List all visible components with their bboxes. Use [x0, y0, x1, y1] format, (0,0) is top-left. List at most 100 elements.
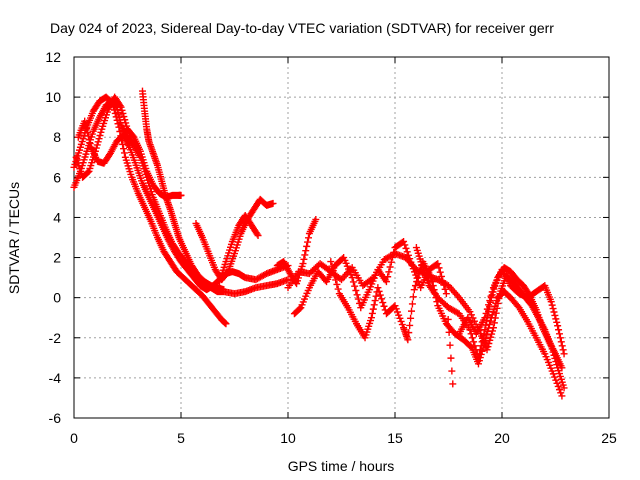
data-point — [485, 301, 493, 309]
data-point — [299, 260, 307, 268]
data-point — [555, 330, 563, 338]
data-point — [222, 320, 230, 328]
data-point — [548, 301, 556, 309]
data-point — [559, 346, 567, 354]
data-point — [478, 338, 486, 346]
data-point — [467, 311, 475, 319]
data-point — [97, 128, 105, 136]
data-point — [439, 277, 447, 285]
data-point — [312, 215, 320, 223]
data-point — [93, 141, 101, 149]
data-point — [479, 334, 487, 342]
data-point — [552, 376, 560, 384]
data-point — [436, 268, 444, 276]
series-track-11 — [327, 258, 566, 400]
data-point — [367, 314, 375, 322]
data-point — [386, 263, 394, 271]
data-point — [369, 305, 377, 313]
data-point — [254, 231, 262, 239]
data-point — [554, 382, 562, 390]
data-point — [557, 389, 565, 397]
data-point — [329, 267, 337, 275]
y-tick-label: 10 — [45, 89, 61, 105]
x-tick-label: 5 — [177, 430, 185, 446]
x-tick-label: 15 — [387, 430, 403, 446]
data-point — [409, 293, 417, 301]
series-track-5 — [138, 87, 228, 294]
data-point — [370, 301, 378, 309]
data-point — [411, 268, 419, 276]
data-point — [448, 367, 456, 375]
data-point — [119, 109, 127, 117]
series-track-7 — [216, 211, 262, 286]
data-point — [454, 309, 462, 317]
data-point — [95, 135, 103, 143]
x-tick-label: 0 — [70, 430, 78, 446]
data-point — [296, 305, 304, 313]
data-point — [488, 330, 496, 338]
data-point — [557, 338, 565, 346]
data-point — [378, 295, 386, 303]
data-point — [269, 199, 277, 207]
data-point — [379, 299, 387, 307]
data-point — [408, 262, 416, 270]
data-point — [558, 392, 566, 400]
data-point — [120, 149, 128, 157]
data-point — [348, 274, 356, 282]
data-point — [395, 311, 403, 319]
data-marks — [70, 87, 568, 400]
data-point — [304, 238, 312, 246]
data-point — [385, 268, 393, 276]
data-point — [334, 285, 342, 293]
data-point — [558, 364, 566, 372]
data-point — [376, 291, 384, 299]
data-point — [352, 287, 360, 295]
data-point — [471, 342, 479, 350]
data-point — [558, 342, 566, 350]
data-point — [391, 302, 399, 310]
data-point — [449, 380, 457, 388]
data-point — [398, 321, 406, 329]
data-point — [442, 290, 450, 298]
data-point — [253, 230, 261, 238]
data-point — [560, 384, 568, 392]
data-point — [481, 314, 489, 322]
data-point — [120, 145, 128, 153]
data-point — [118, 106, 126, 114]
data-point — [408, 300, 416, 308]
series-track-13 — [455, 266, 568, 358]
data-point — [408, 307, 416, 315]
data-point — [354, 295, 362, 303]
data-point — [390, 248, 398, 256]
data-point — [384, 273, 392, 281]
y-tick-label: -6 — [49, 410, 62, 426]
data-point — [82, 121, 90, 129]
data-point — [466, 308, 474, 316]
data-point — [328, 262, 336, 270]
data-point — [86, 140, 94, 148]
x-axis-label: GPS time / hours — [288, 458, 395, 474]
data-point — [380, 302, 388, 310]
data-point — [396, 314, 404, 322]
data-point — [486, 297, 494, 305]
data-point — [556, 334, 564, 342]
data-point — [302, 247, 310, 255]
data-point — [492, 309, 500, 317]
data-point — [554, 322, 562, 330]
data-point — [414, 274, 422, 282]
data-point — [121, 116, 129, 124]
data-point — [94, 138, 102, 146]
data-point — [415, 270, 423, 278]
data-point — [549, 305, 557, 313]
data-point — [116, 102, 124, 110]
y-tick-label: 8 — [53, 129, 61, 145]
data-point — [392, 305, 400, 313]
data-point — [404, 251, 412, 259]
data-point — [486, 336, 494, 344]
data-point — [560, 350, 568, 358]
data-point — [483, 346, 491, 354]
data-point — [555, 386, 563, 394]
data-point — [434, 260, 442, 268]
data-point — [410, 286, 418, 294]
data-point — [84, 168, 92, 176]
